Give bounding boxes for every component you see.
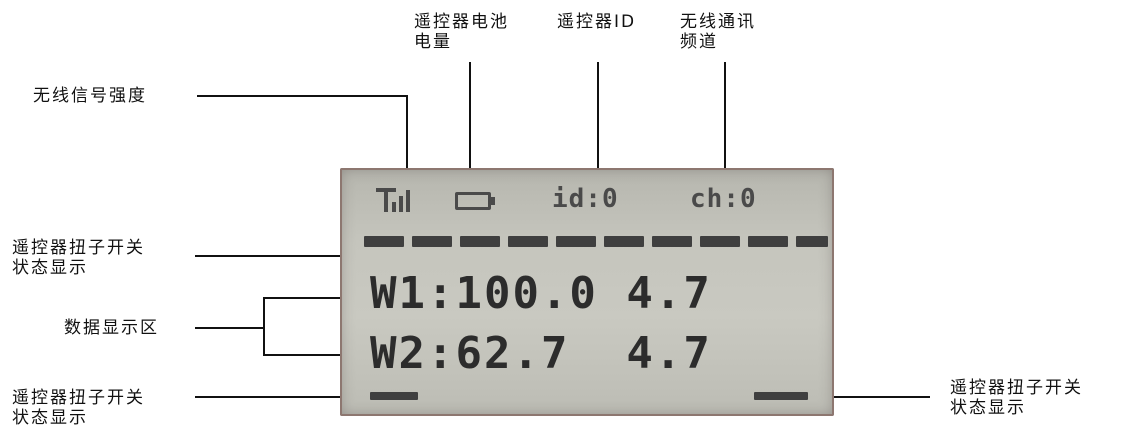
switch-top-label: 遥控器扭子开关 状态显示: [12, 238, 145, 278]
signal-label: 无线信号强度: [33, 86, 147, 106]
signal-strength-icon: [376, 188, 412, 212]
data-area-label: 数据显示区: [64, 318, 159, 338]
switch-segment: [652, 236, 692, 247]
switch-segment: [748, 236, 788, 247]
switch-indicator-bottom-left: [370, 392, 418, 400]
switch-segment: [556, 236, 596, 247]
remote-id-label: 遥控器ID: [557, 12, 637, 32]
lcd-data-row-1: W1:100.0 4.7: [370, 268, 712, 319]
signal-leader: [197, 95, 413, 192]
battery-label: 遥控器电池 电量: [414, 12, 509, 52]
switch-bottom-left-label: 遥控器扭子开关 状态显示: [12, 388, 145, 428]
lcd-id-text: id:0: [552, 184, 619, 214]
switch-segment: [604, 236, 644, 247]
lcd-channel-text: ch:0: [690, 184, 757, 214]
switch-indicator-bottom-right: [754, 392, 808, 400]
switch-segment: [796, 236, 828, 247]
channel-label: 无线通讯 频道: [680, 12, 756, 52]
switch-segment: [364, 236, 404, 247]
switch-segment: [412, 236, 452, 247]
switch-segment: [700, 236, 740, 247]
lcd-data-row-2: W2:62.7 4.7: [370, 328, 712, 379]
switch-bottom-right-label: 遥控器扭子开关 状态显示: [950, 378, 1083, 418]
data-area-bracket: [263, 292, 372, 361]
battery-icon: [455, 192, 495, 212]
lcd-panel: id:0 ch:0 W1:100.0 4.7 W2:62.7 4.7: [340, 168, 834, 416]
switch-status-row: [364, 236, 828, 248]
switch-segment: [508, 236, 548, 247]
switch-segment: [460, 236, 500, 247]
